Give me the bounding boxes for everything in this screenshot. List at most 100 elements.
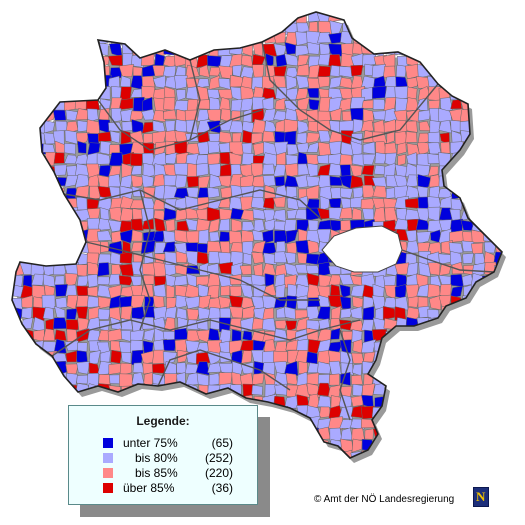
municipality (294, 173, 311, 188)
municipality (229, 306, 244, 319)
municipality (76, 374, 89, 385)
legend-count: (220) (204, 466, 233, 480)
municipality (130, 276, 142, 287)
municipality (44, 120, 56, 134)
municipality (339, 207, 353, 219)
municipality (439, 284, 452, 297)
municipality (173, 275, 188, 287)
municipality (262, 130, 276, 143)
municipality (329, 107, 342, 121)
municipality (285, 186, 298, 199)
municipality (131, 229, 143, 242)
municipality (207, 187, 220, 199)
municipality (262, 174, 276, 187)
municipality (97, 308, 111, 320)
municipality (317, 294, 330, 310)
municipality (97, 185, 112, 199)
municipality (251, 175, 265, 187)
municipality (122, 53, 133, 67)
district-border (97, 99, 263, 151)
municipality (186, 329, 200, 343)
municipality (240, 196, 254, 212)
municipality (406, 86, 418, 100)
municipality (394, 262, 410, 275)
municipality (417, 153, 431, 168)
municipality (428, 185, 440, 200)
municipality (97, 218, 111, 231)
district-border (139, 189, 151, 331)
municipality (119, 263, 134, 277)
municipality (129, 110, 145, 122)
municipality (395, 64, 407, 78)
municipality (417, 305, 430, 319)
municipality (152, 230, 166, 243)
municipality (262, 108, 276, 122)
municipality (86, 119, 100, 135)
municipality (76, 361, 91, 375)
district-border (261, 41, 439, 141)
municipality (462, 252, 475, 264)
municipality (416, 231, 432, 245)
municipality (230, 251, 244, 267)
municipality (328, 32, 343, 44)
municipality (220, 186, 233, 199)
municipality (350, 418, 365, 430)
municipality (185, 242, 199, 253)
municipality (448, 242, 464, 254)
municipality (417, 109, 432, 122)
district-border (157, 349, 291, 391)
municipality (53, 338, 67, 354)
municipality (186, 230, 200, 244)
municipality (383, 65, 396, 79)
municipality (142, 262, 157, 276)
municipality (240, 209, 256, 222)
legend-label: bis 85% (135, 466, 178, 480)
municipality (362, 153, 376, 166)
municipality (77, 342, 88, 353)
municipality (97, 276, 111, 286)
municipality (87, 108, 99, 123)
municipality (338, 66, 354, 78)
municipality (218, 231, 232, 244)
district-border (189, 59, 201, 141)
municipality (162, 351, 178, 365)
municipality (110, 349, 123, 364)
municipality (283, 219, 297, 232)
municipality (41, 294, 56, 310)
municipality (152, 284, 167, 300)
municipality (152, 349, 165, 364)
municipality (329, 175, 343, 186)
municipality (352, 296, 364, 310)
municipality (273, 251, 287, 263)
municipality (207, 362, 222, 373)
municipality (206, 350, 223, 366)
municipality (162, 339, 177, 352)
municipality (394, 218, 409, 231)
municipality (319, 195, 330, 212)
municipality (119, 228, 134, 244)
municipality (120, 305, 133, 321)
municipality (362, 108, 374, 123)
municipality (207, 140, 220, 154)
municipality (142, 316, 155, 330)
municipality (351, 427, 365, 441)
legend-swatch (103, 483, 113, 493)
municipality (416, 142, 431, 156)
municipality (218, 296, 232, 309)
municipality (55, 296, 68, 309)
municipality (196, 78, 210, 89)
municipality (54, 329, 67, 341)
municipality (262, 197, 275, 210)
municipality (218, 261, 234, 275)
municipality (327, 384, 341, 398)
municipality (328, 197, 342, 210)
municipality (286, 144, 299, 156)
municipality (218, 96, 231, 112)
municipality (196, 163, 209, 177)
district-border (401, 249, 495, 273)
district-border (51, 319, 361, 357)
municipality (329, 76, 344, 89)
municipality (143, 186, 156, 198)
municipality (129, 329, 145, 342)
